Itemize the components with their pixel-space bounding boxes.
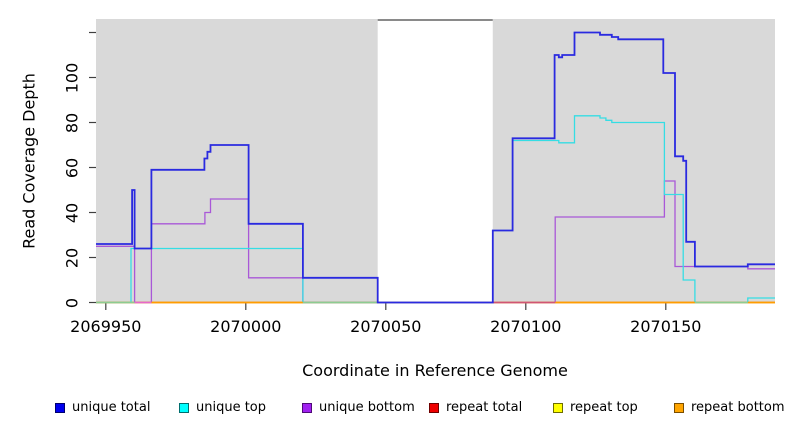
y-tick-label: 60 (62, 157, 82, 178)
no-data-band (377, 19, 493, 303)
series-unique-total-line (96, 31, 775, 304)
y-tick-label: 100 (62, 62, 82, 93)
x-tick-label: 2070150 (630, 317, 702, 336)
legend-item-repeat-bottom: repeat bottom (674, 400, 785, 415)
legend-label: repeat bottom (691, 400, 785, 415)
x-axis-title: Coordinate in Reference Genome (302, 361, 568, 380)
series-unique-bottom-line (96, 180, 775, 304)
legend-item-unique-total: unique total (55, 400, 150, 415)
legend-label: unique total (72, 400, 151, 415)
unique-total-swatch-icon (55, 402, 65, 413)
legend-label: unique top (196, 400, 267, 415)
legend-item-repeat-total: repeat total (429, 400, 522, 415)
legend-item-repeat-top: repeat top (553, 400, 638, 415)
y-axis-title: Read Coverage Depth (19, 73, 39, 249)
legend-label: unique bottom (319, 400, 415, 415)
legend-item-unique-top: unique top (179, 400, 266, 415)
legend-label: repeat total (446, 400, 523, 415)
y-tick-label: 0 (62, 297, 82, 308)
unique-bottom-swatch-icon (302, 402, 312, 413)
y-tick-label: 40 (62, 202, 82, 223)
repeat-top-swatch-icon (553, 402, 563, 413)
y-tick-label: 20 (62, 247, 82, 268)
y-tick-label: 80 (62, 112, 82, 133)
legend-label: repeat top (570, 400, 638, 415)
unique-top-swatch-icon (179, 402, 189, 413)
x-tick-label: 2069950 (70, 317, 142, 336)
x-tick-label: 2070000 (210, 317, 282, 336)
repeat-total-swatch-icon (429, 402, 439, 413)
legend-item-unique-bottom: unique bottom (302, 400, 415, 415)
x-tick-label: 2070050 (350, 317, 422, 336)
repeat-bottom-swatch-icon (674, 402, 684, 413)
x-tick-label: 2070100 (490, 317, 562, 336)
